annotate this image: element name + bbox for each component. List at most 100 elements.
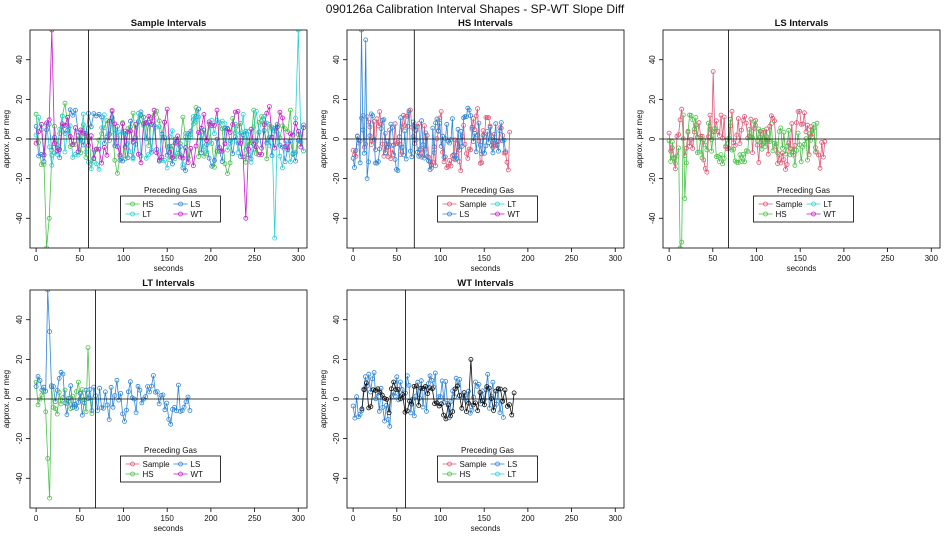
sample-intervals-legend-box	[120, 195, 221, 223]
wt-intervals-point-ls	[387, 423, 393, 429]
hs-intervals-y-tick-label: 20	[332, 94, 341, 103]
sample-intervals-point-wt	[109, 108, 115, 113]
sample-intervals-point-ls	[128, 118, 133, 124]
ls-intervals-point-hs	[704, 147, 710, 153]
lt-intervals-point-ls	[41, 384, 47, 390]
ls-intervals-point-sample	[780, 150, 785, 156]
lt-intervals-point-hs	[76, 379, 81, 385]
sample-intervals-point-hs	[44, 245, 49, 248]
hs-intervals-point-sample	[402, 123, 408, 128]
sample-intervals-point-wt	[80, 130, 86, 136]
hs-intervals-point-sample	[367, 124, 373, 130]
ls-intervals-point-hs	[701, 137, 707, 143]
hs-intervals-point-ls	[437, 120, 443, 126]
hs-intervals-plot-area	[350, 30, 513, 182]
hs-intervals-point-sample	[400, 112, 406, 118]
wt-intervals-point-wt-main	[425, 391, 431, 396]
wt-intervals-point-ls	[357, 411, 363, 417]
sample-intervals-point-wt	[217, 145, 223, 151]
sample-intervals-point-wt	[277, 109, 283, 115]
hs-intervals-point-ls	[434, 116, 440, 122]
lt-intervals-point-ls	[106, 417, 112, 423]
ls-intervals-legend-title: Preceding Gas	[777, 186, 830, 195]
sample-intervals-point-ls	[206, 155, 212, 161]
hs-intervals-point-ls	[363, 37, 369, 43]
wt-intervals-x-tick-label: 50	[392, 514, 401, 523]
hs-intervals-point-sample	[456, 159, 462, 165]
sample-intervals-point-lt	[94, 161, 99, 167]
lt-intervals-panel: LT Intervals 0 50 100 150 200 250 300 -40 -20 0 20 4…	[2, 278, 308, 533]
sample-intervals-point-lt	[146, 151, 152, 157]
sample-intervals-point-lt	[240, 112, 246, 117]
hs-intervals-point-sample	[479, 160, 485, 166]
wt-intervals-point-ls	[394, 374, 400, 380]
ls-intervals-x-tick-label: 300	[925, 254, 939, 263]
sample-intervals-point-hs	[209, 141, 215, 146]
hs-intervals-point-ls	[498, 120, 504, 125]
ls-intervals-point-hs	[702, 142, 708, 148]
ls-intervals-point-sample	[772, 118, 777, 124]
sample-intervals-point-wt	[141, 121, 147, 126]
ls-intervals-point-sample	[737, 141, 743, 147]
ls-intervals-legend-entry-hs: HS	[776, 210, 787, 219]
ls-intervals-point-sample	[666, 130, 672, 136]
wt-intervals-point-wt-main	[429, 386, 435, 392]
wt-intervals-point-ls	[385, 416, 391, 422]
sample-intervals-y-tick-label: 40	[15, 55, 24, 64]
wt-intervals-point-ls	[425, 381, 431, 387]
sample-intervals-point-wt	[225, 126, 230, 132]
ls-intervals-point-hs	[676, 145, 681, 151]
wt-intervals-point-wt-main	[427, 385, 433, 391]
sample-intervals-point-wt	[59, 121, 65, 127]
ls-intervals-point-hs	[769, 121, 774, 127]
hs-intervals-point-sample	[394, 141, 399, 147]
sample-intervals-point-ls	[230, 151, 236, 157]
wt-intervals-point-wt-main	[386, 410, 392, 416]
sample-intervals-point-wt	[206, 119, 212, 125]
lt-intervals-point-ls	[162, 407, 168, 413]
wt-intervals-point-ls	[371, 370, 377, 375]
sample-intervals-point-ls	[209, 163, 215, 169]
sample-intervals-point-lt	[180, 162, 186, 167]
lt-intervals-x-tick-label: 100	[117, 514, 131, 523]
hs-intervals-y-tick-label: -20	[332, 172, 341, 184]
hs-intervals-point-sample	[391, 152, 397, 158]
ls-intervals-point-hs	[781, 129, 787, 135]
hs-intervals-point-ls	[435, 128, 441, 134]
sample-intervals-point-lt	[235, 150, 241, 155]
sample-intervals-point-wt	[209, 123, 215, 129]
hs-intervals-point-ls	[503, 149, 508, 155]
sample-intervals-y-tick-label: 20	[15, 94, 24, 103]
wt-intervals-point-wt-main	[445, 402, 451, 408]
sample-intervals-point-wt	[122, 144, 128, 150]
wt-intervals-title: WT Intervals	[457, 278, 514, 289]
sample-intervals-point-wt	[156, 157, 162, 163]
sample-intervals-point-wt	[243, 215, 249, 221]
ls-intervals-point-hs	[673, 161, 678, 166]
wt-intervals-point-wt-main	[361, 387, 367, 393]
hs-intervals-point-sample	[421, 123, 427, 129]
ls-intervals-point-hs	[696, 149, 702, 155]
ls-intervals-point-hs	[759, 146, 765, 152]
hs-intervals-point-sample	[486, 115, 492, 121]
ls-intervals-point-sample	[802, 110, 807, 116]
ls-intervals-point-sample	[717, 133, 722, 139]
lt-intervals-point-ls	[54, 387, 60, 393]
sample-intervals-point-wt	[88, 133, 94, 139]
sample-intervals-point-hs	[219, 126, 225, 131]
hs-intervals-point-ls	[487, 124, 493, 130]
hs-intervals-point-sample	[416, 121, 422, 126]
hs-intervals-point-ls	[479, 151, 485, 157]
hs-intervals-legend-swatch-marker	[447, 211, 452, 217]
sample-intervals-point-hs	[193, 105, 199, 110]
lt-intervals-point-ls	[133, 410, 139, 416]
ls-intervals-point-hs	[709, 148, 714, 154]
wt-intervals-legend-entry-hs: HS	[460, 470, 471, 479]
hs-intervals-point-ls	[405, 124, 411, 129]
lt-intervals-point-ls	[149, 383, 154, 389]
ls-intervals-point-hs	[669, 139, 675, 145]
wt-intervals-point-wt-main	[363, 380, 369, 386]
ls-intervals-point-sample	[754, 142, 760, 148]
wt-intervals-legend-swatch-marker	[495, 461, 500, 467]
